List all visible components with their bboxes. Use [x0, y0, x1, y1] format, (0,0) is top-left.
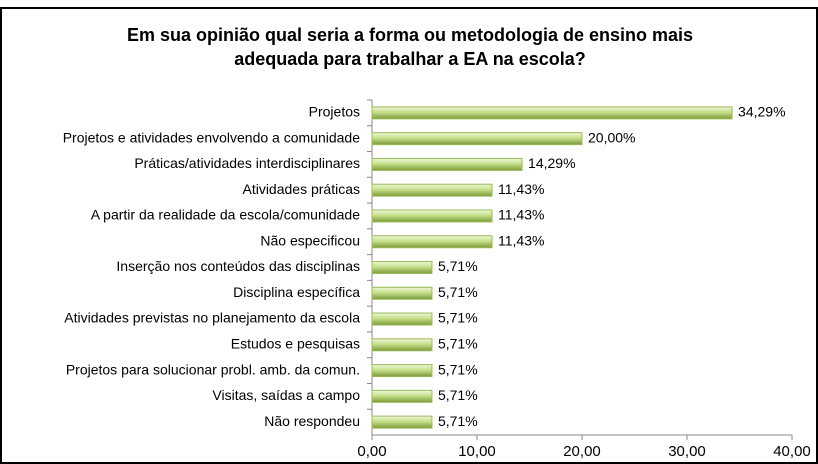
data-label: 5,71%: [438, 284, 478, 300]
y-tick-label: Disciplina específica: [233, 284, 360, 300]
bar: [371, 312, 433, 326]
data-label: 11,43%: [498, 207, 544, 223]
y-tick-label: Não especificou: [260, 232, 360, 248]
data-label: 5,71%: [438, 361, 478, 377]
data-label: 5,71%: [438, 258, 478, 274]
y-tick-label: Inserção nos conteúdos das disciplinas: [116, 258, 360, 274]
data-label: 5,71%: [438, 387, 478, 403]
y-tick-label: Atividades previstas no planejamento da …: [64, 310, 360, 326]
x-tick-label: 0,00: [357, 443, 386, 460]
bar: [371, 235, 493, 249]
x-tick-label: 30,00: [668, 443, 706, 460]
chart-title: Em sua opinião qual seria a forma ou met…: [127, 25, 693, 45]
bar: [371, 132, 583, 146]
x-tick-label: 40,00: [773, 443, 811, 460]
bar: [371, 338, 433, 352]
data-label: 11,43%: [498, 181, 544, 197]
x-tick-label: 20,00: [563, 443, 601, 460]
y-tick-label: Atividades práticas: [242, 181, 360, 197]
x-tick-label: 10,00: [458, 443, 496, 460]
y-tick-label: A partir da realidade da escola/comunida…: [91, 207, 361, 223]
data-label: 34,29%: [738, 104, 785, 120]
data-label: 5,71%: [438, 336, 478, 352]
chart-title: adequada para trabalhar a EA na escola?: [234, 49, 585, 69]
y-tick-label: Visitas, saídas a campo: [212, 387, 360, 403]
data-label: 14,29%: [528, 155, 575, 171]
y-tick-label: Não respondeu: [264, 413, 360, 429]
data-label: 5,71%: [438, 413, 478, 429]
data-label: 5,71%: [438, 310, 478, 326]
bar: [371, 183, 493, 197]
y-tick-label: Projetos para solucionar probl. amb. da …: [66, 361, 360, 377]
bar: [371, 286, 433, 300]
y-tick-label: Projetos e atividades envolvendo a comun…: [63, 129, 361, 145]
bar: [371, 261, 433, 274]
bar: [371, 157, 523, 171]
bar: [371, 415, 433, 429]
y-tick-label: Práticas/atividades interdisciplinares: [134, 155, 360, 171]
data-label: 11,43%: [498, 232, 544, 248]
bar: [371, 209, 493, 223]
bar: [371, 364, 433, 378]
y-tick-label: Estudos e pesquisas: [231, 336, 360, 352]
y-tick-label: Projetos: [309, 104, 360, 120]
bar: [371, 106, 733, 120]
data-label: 20,00%: [588, 129, 635, 145]
bar: [371, 389, 433, 403]
